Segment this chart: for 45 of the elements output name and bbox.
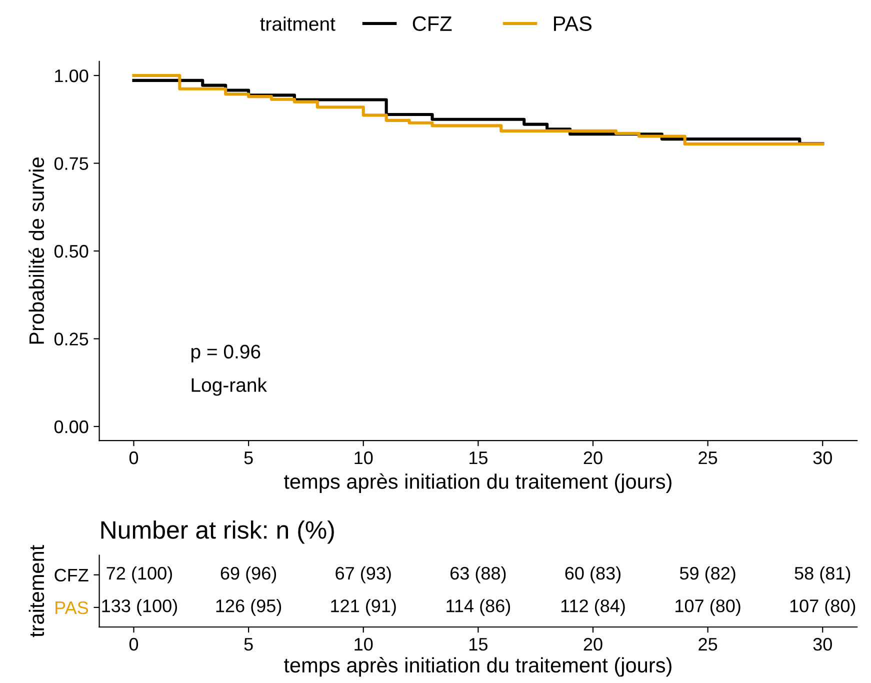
legend-label: PAS [554, 16, 592, 32]
x-tick-label: 5 [244, 452, 253, 464]
y-tick-label: 1.00 [55, 69, 88, 82]
legend-title: traitment [260, 16, 336, 31]
text: 107 (80) [790, 599, 856, 616]
text: 72 (100) [106, 566, 172, 584]
annotation: Log-rank [192, 378, 267, 396]
legend-label: CFZ [412, 16, 452, 32]
x-axis-title: temps après initiation du traitement (jours) [284, 657, 672, 677]
text: 58 (81) [794, 566, 850, 584]
x-tick-label: 25 [698, 451, 718, 464]
text: 121 (91) [331, 599, 396, 616]
x-tick-label: 15 [470, 452, 488, 464]
text: 112 (84) [561, 599, 625, 616]
y-axis-title: traitement [28, 544, 44, 638]
x-tick-label: 0 [129, 638, 138, 651]
text: 63 (88) [450, 566, 506, 584]
y-tick-label: 0.75 [54, 157, 88, 170]
x-tick-label: 10 [354, 451, 373, 464]
x-tick-label: 20 [584, 451, 602, 464]
text: 59 (82) [680, 566, 736, 584]
annotation: p = 0.96 [191, 344, 260, 362]
text: 107 (80) [676, 599, 740, 616]
x-tick-label: 5 [244, 638, 253, 651]
text: 133 (100) [102, 599, 178, 616]
y-tick-label: 0.50 [54, 244, 88, 258]
text: 67 (93) [336, 566, 391, 584]
y-axis-title: Probabilité de survie [28, 158, 44, 344]
y-tick-label: CFZ [54, 568, 88, 582]
x-tick-label: 30 [813, 451, 832, 464]
text: 60 (83) [565, 566, 620, 584]
x-tick-label: 25 [698, 638, 718, 651]
text: 126 (95) [216, 599, 282, 616]
y-tick-label: 0.25 [54, 332, 88, 346]
y-tick-label: PAS [56, 601, 88, 614]
x-axis-title: temps après initiation du traitement (jours) [284, 473, 672, 494]
y-tick-label: 0.00 [54, 420, 88, 434]
x-tick-label: 0 [129, 451, 138, 464]
chart-title: Number at risk: n (%) [101, 520, 334, 544]
x-tick-label: 30 [813, 638, 832, 651]
text: 114 (86) [446, 599, 510, 616]
x-tick-label: 10 [354, 638, 373, 651]
x-tick-label: 20 [584, 638, 602, 651]
text: 69 (96) [220, 566, 276, 584]
x-tick-label: 15 [470, 638, 488, 651]
